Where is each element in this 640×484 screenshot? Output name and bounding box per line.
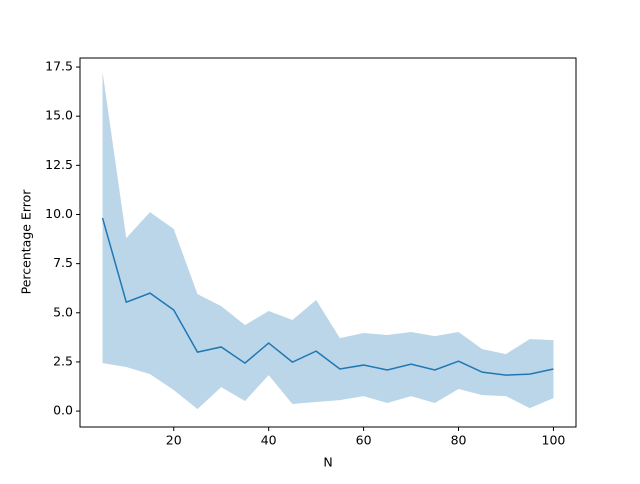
y-tick-label: 10.0 [45, 206, 73, 221]
y-tick-label: 17.5 [45, 59, 73, 74]
y-tick-label: 7.5 [53, 255, 73, 270]
y-tick-label: 5.0 [53, 304, 73, 319]
x-tick-label: 40 [261, 433, 277, 448]
x-tick-label: 100 [542, 433, 566, 448]
error-band [102, 72, 554, 410]
y-tick-label: 15.0 [45, 108, 73, 123]
y-tick-label: 12.5 [45, 157, 73, 172]
y-tick-label: 0.0 [53, 403, 73, 418]
x-tick-label: 60 [356, 433, 372, 448]
x-tick-label: 20 [166, 433, 182, 448]
x-tick-label: 80 [451, 433, 467, 448]
x-axis-label: N [323, 455, 332, 470]
y-axis-label: Percentage Error [19, 189, 34, 295]
y-tick-label: 2.5 [53, 353, 73, 368]
plot-frame [79, 57, 577, 428]
line [101, 217, 554, 376]
